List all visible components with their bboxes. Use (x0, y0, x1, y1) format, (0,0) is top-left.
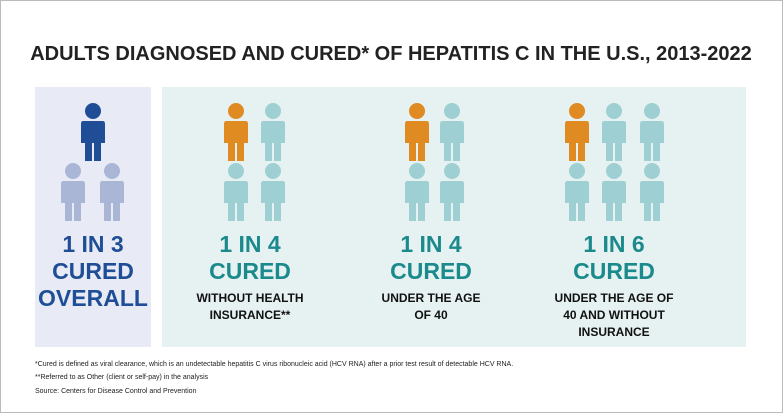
description: INSURANCE (578, 325, 649, 339)
headline: 1 IN 4 (400, 231, 462, 257)
headline: 1 IN 3 (62, 231, 123, 257)
headline: CURED (52, 258, 134, 284)
description: UNDER THE AGE OF (555, 291, 674, 305)
headline: CURED (390, 258, 472, 284)
description: UNDER THE AGE (382, 291, 481, 305)
description: WITHOUT HEALTH (196, 291, 303, 305)
headline: 1 IN 4 (219, 231, 281, 257)
headline: 1 IN 6 (583, 231, 644, 257)
footnote: *Cured is defined as viral clearance, wh… (35, 361, 513, 368)
source: Source: Centers for Disease Control and … (35, 388, 197, 395)
title: ADULTS DIAGNOSED AND CURED* OF HEPATITIS… (30, 43, 752, 65)
headline: CURED (573, 258, 655, 284)
headline: CURED (209, 258, 291, 284)
description: 40 AND WITHOUT (563, 308, 665, 322)
description: INSURANCE** (210, 308, 291, 322)
headline: OVERALL (38, 285, 148, 311)
footnote: **Referred to as Other (client or self-p… (35, 374, 209, 381)
description: OF 40 (414, 308, 448, 322)
